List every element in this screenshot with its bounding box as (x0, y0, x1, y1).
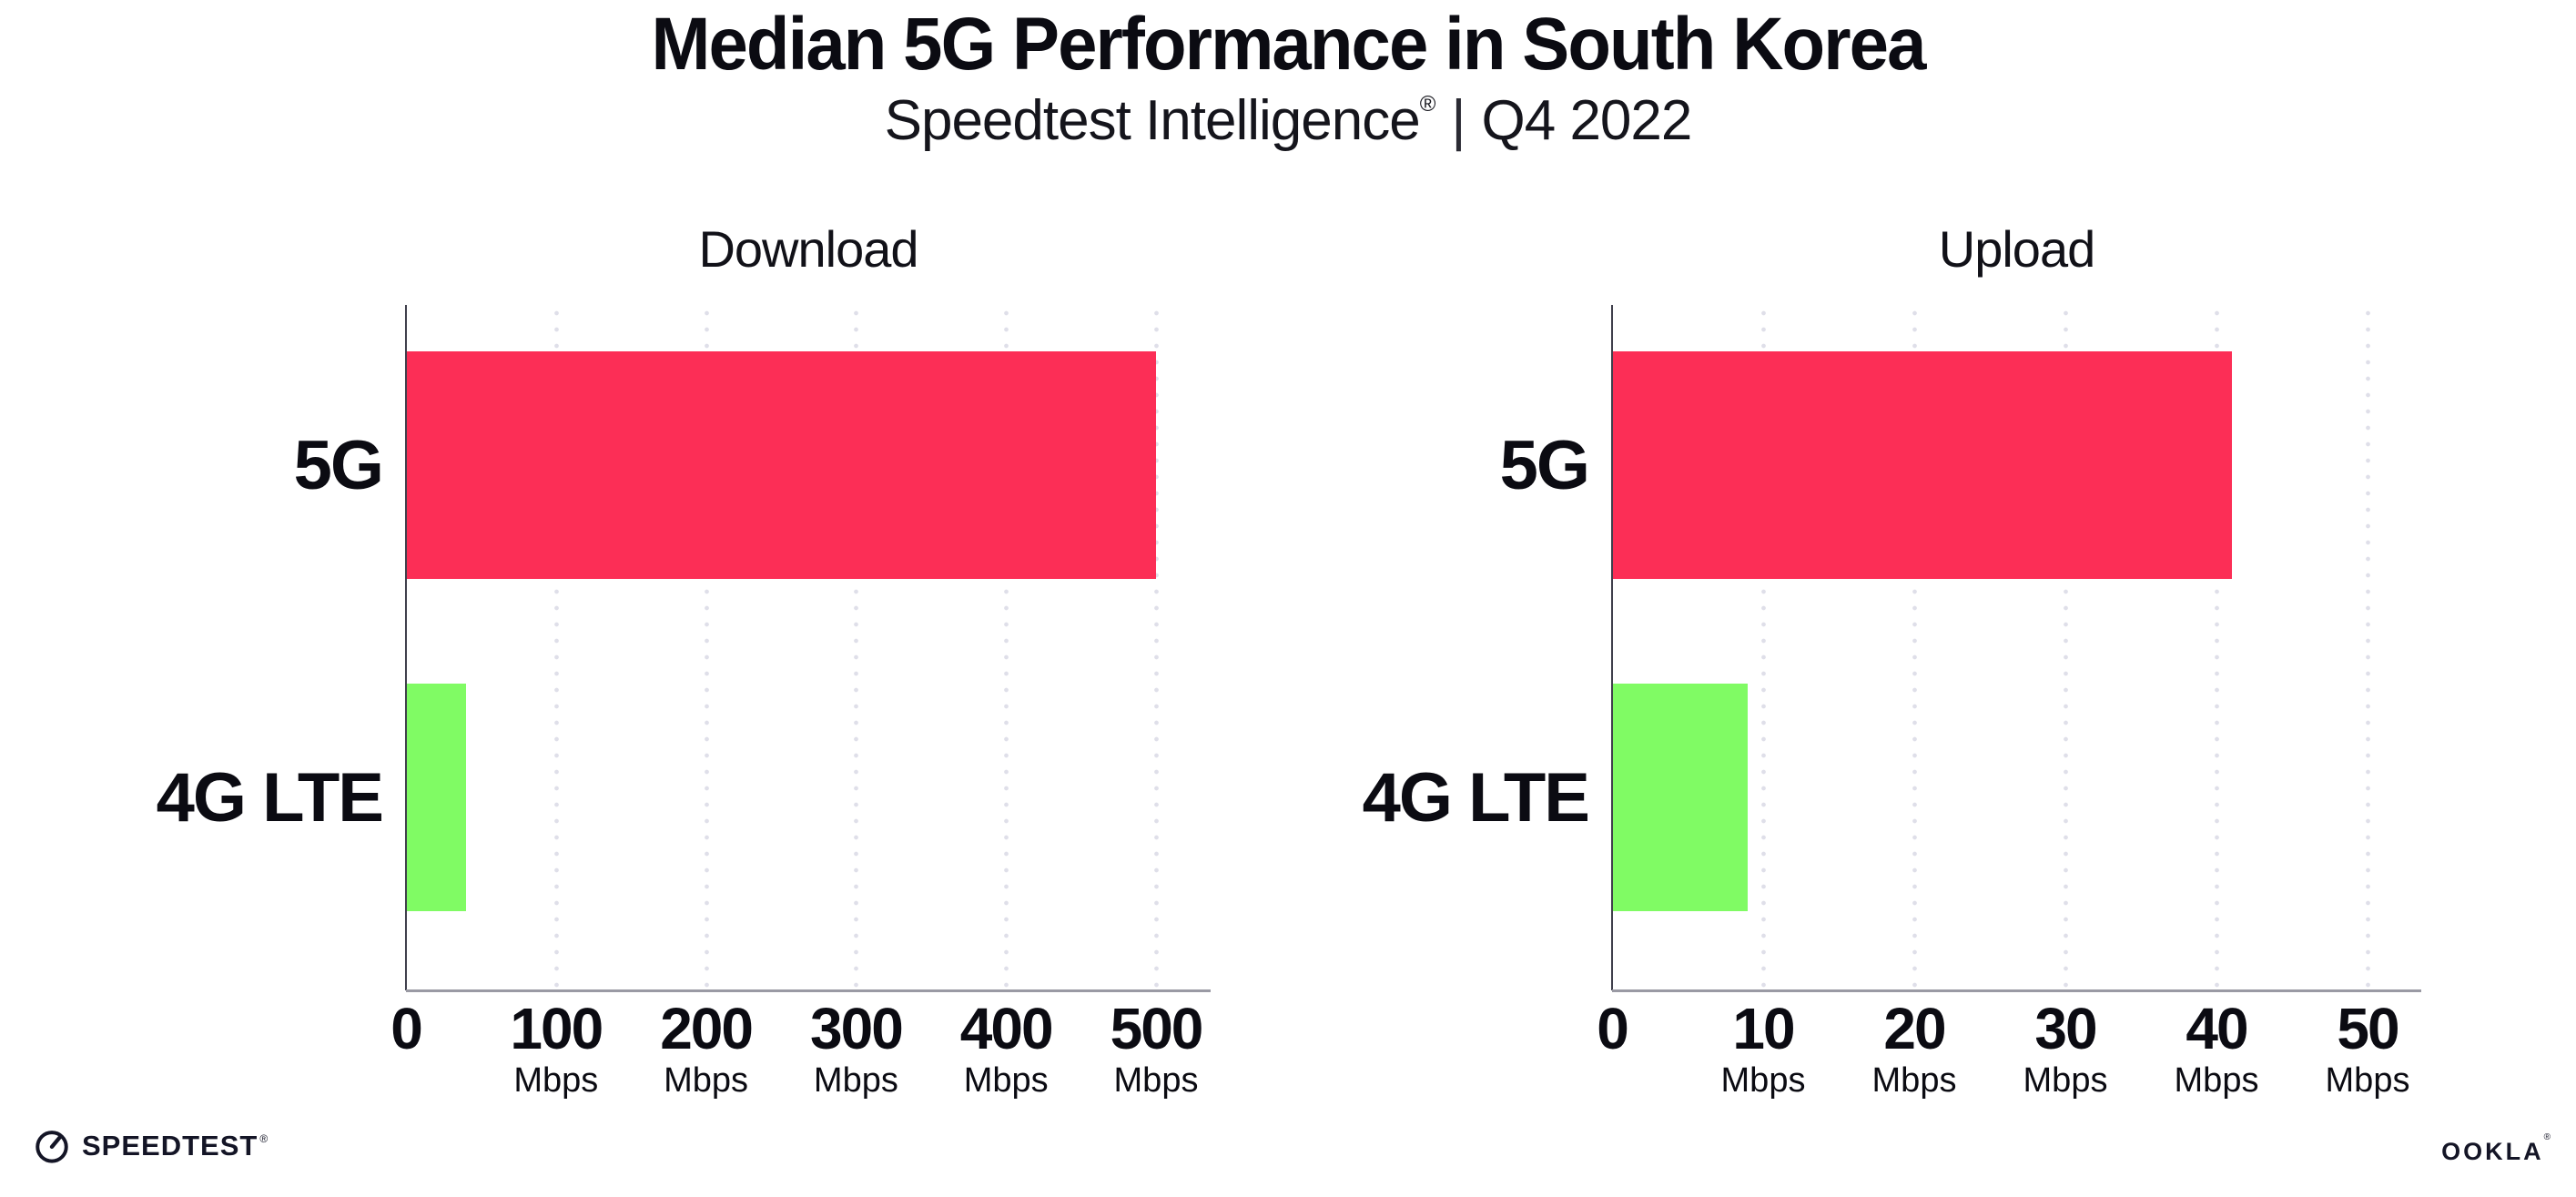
tick-value: 20 (1883, 996, 1946, 1061)
x-tick-label: 500 Mbps (1056, 990, 1256, 1098)
bar-4g-lte (406, 684, 466, 911)
speedtest-gauge-icon (35, 1131, 68, 1163)
x-axis-line (406, 989, 1211, 992)
tick-value: 50 (2337, 996, 2399, 1061)
page-subtitle: Speedtest Intelligence® | Q4 2022 (0, 91, 2576, 150)
tick-unit: Mbps (1113, 1061, 1199, 1100)
tick-value: 30 (2034, 996, 2097, 1061)
tick-value: 40 (2186, 996, 2248, 1061)
subtitle-brand: Speedtest Intelligence (884, 89, 1421, 152)
tick-value: 500 (1110, 996, 1204, 1061)
download-chart-title: Download (698, 220, 918, 278)
tick-value: 0 (1597, 996, 1629, 1061)
x-tick-label: 50 Mbps (2267, 990, 2468, 1098)
tick-unit: Mbps (2325, 1061, 2410, 1100)
tick-unit: Mbps (513, 1061, 599, 1100)
gridline-200 (704, 305, 709, 990)
tick-unit: Mbps (813, 1061, 898, 1100)
upload-chart: Upload 0 10 Mbps 20 Mbps 30 Mbps 40 Mbps 50 Mbps 5G… (1363, 220, 2421, 1098)
x-tick-label: 10 Mbps (1663, 990, 1863, 1098)
x-tick-label: 400 Mbps (906, 990, 1106, 1098)
download-chart: Download 0 100 Mbps 200 Mbps 300 Mbps 400 Mbps 50… (157, 220, 1211, 1098)
x-tick-label: 0 (1512, 990, 1712, 1058)
registered-mark: ® (1419, 92, 1436, 117)
subtitle-period: Q4 2022 (1481, 89, 1693, 152)
category-label: 4G LTE (156, 758, 384, 837)
x-tick-label: 100 Mbps (456, 990, 656, 1098)
ookla-logo: OOKLA® (2441, 1132, 2551, 1166)
gridline-30 (2064, 305, 2068, 990)
category-label: 5G (1499, 426, 1590, 504)
upload-chart-title: Upload (1938, 220, 2095, 278)
tick-value: 400 (959, 996, 1054, 1061)
category-label: 4G LTE (1362, 758, 1590, 837)
speedtest-logo: SPEEDTEST ® (33, 1127, 268, 1165)
tick-value: 300 (810, 996, 904, 1061)
speedtest-wordmark: SPEEDTEST (82, 1130, 259, 1161)
page-title: Median 5G Performance in South Korea (651, 3, 1926, 86)
x-tick-label: 200 Mbps (606, 990, 806, 1098)
gridline-300 (854, 305, 859, 990)
category-label: 5G (293, 426, 384, 504)
tick-unit: Mbps (963, 1061, 1049, 1100)
tick-unit: Mbps (664, 1061, 749, 1100)
tick-value: 200 (660, 996, 754, 1061)
tick-unit: Mbps (1871, 1061, 1957, 1100)
x-axis-line (1612, 989, 2421, 992)
gridline-500 (1154, 305, 1159, 990)
tick-unit: Mbps (2023, 1061, 2108, 1100)
gridline-20 (1912, 305, 1917, 990)
bar-5g (1612, 351, 2232, 579)
x-tick-label: 300 Mbps (756, 990, 956, 1098)
bar-4g-lte (1612, 684, 1749, 911)
tick-unit: Mbps (1720, 1061, 1806, 1100)
tick-value: 0 (390, 996, 423, 1061)
ookla-wordmark: OOKLA (2441, 1138, 2544, 1165)
gridline-400 (1004, 305, 1009, 990)
x-tick-label: 40 Mbps (2116, 990, 2317, 1098)
gridline-10 (1761, 305, 1766, 990)
speedtest-registered-mark: ® (259, 1132, 269, 1145)
subtitle-divider: | (1451, 89, 1465, 152)
x-tick-label: 30 Mbps (1965, 990, 2165, 1098)
y-axis-line (405, 305, 407, 990)
y-axis-line (1611, 305, 1613, 990)
bar-5g (406, 351, 1156, 579)
ookla-registered-mark: ® (2543, 1132, 2551, 1142)
x-tick-label: 0 (306, 990, 506, 1058)
gridline-50 (2366, 305, 2370, 990)
x-tick-label: 20 Mbps (1814, 990, 2014, 1098)
tick-value: 100 (510, 996, 603, 1061)
tick-value: 10 (1732, 996, 1795, 1061)
gridline-40 (2215, 305, 2219, 990)
gridline-100 (553, 305, 559, 990)
tick-unit: Mbps (2174, 1061, 2259, 1100)
